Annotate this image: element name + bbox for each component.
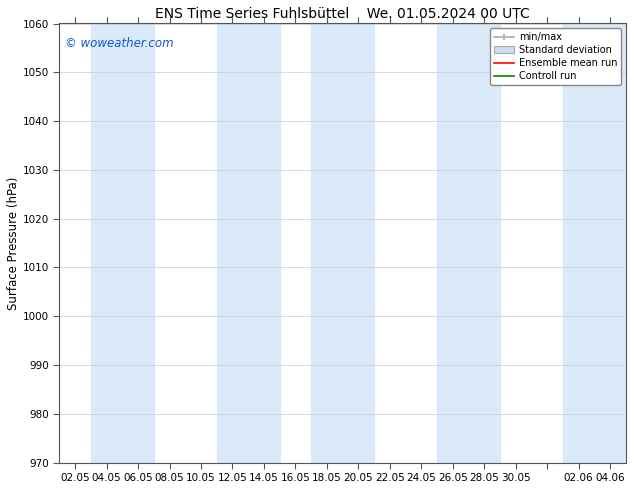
Bar	[91, 24, 154, 463]
Legend: min/max, Standard deviation, Ensemble mean run, Controll run: min/max, Standard deviation, Ensemble me…	[491, 28, 621, 85]
Bar	[217, 24, 280, 463]
Bar	[311, 24, 374, 463]
Title: ENS Time Series Fuhlsbüttel    We. 01.05.2024 00 UTC: ENS Time Series Fuhlsbüttel We. 01.05.20…	[155, 7, 530, 21]
Text: © woweather.com: © woweather.com	[65, 37, 174, 49]
Bar	[437, 24, 500, 463]
Bar	[563, 24, 626, 463]
Y-axis label: Surface Pressure (hPa): Surface Pressure (hPa)	[7, 176, 20, 310]
